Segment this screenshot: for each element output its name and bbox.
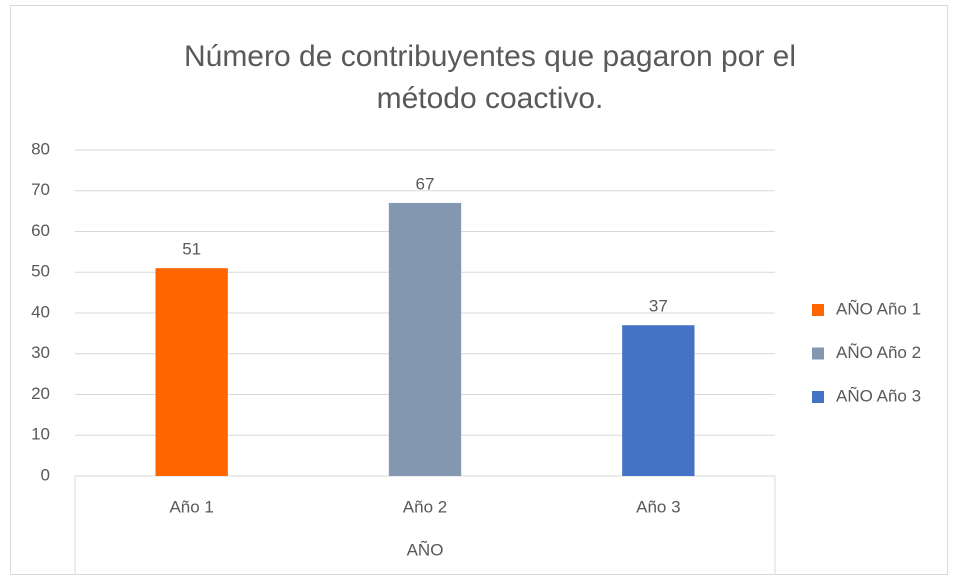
- data-label: 37: [649, 297, 668, 316]
- data-label: 67: [416, 174, 435, 193]
- bar: [622, 325, 695, 476]
- chart-title: Número de contribuyentes que pagaron por…: [183, 40, 797, 115]
- bar: [155, 268, 228, 476]
- y-tick-label: 10: [31, 425, 50, 444]
- legend-swatch: [812, 347, 824, 360]
- legend-label: AÑO Año 1: [836, 299, 921, 318]
- y-tick-label: 0: [41, 465, 50, 484]
- legend-swatch: [812, 304, 824, 316]
- y-tick-label: 30: [31, 343, 50, 362]
- y-tick-label: 50: [31, 262, 50, 281]
- x-tick-label: Año 1: [169, 497, 213, 516]
- x-group-label: AÑO: [407, 540, 444, 559]
- y-tick-label: 70: [31, 180, 50, 199]
- legend-label: AÑO Año 2: [836, 343, 921, 362]
- legend-swatch: [812, 391, 824, 403]
- y-tick-label: 40: [31, 302, 50, 321]
- y-tick-label: 60: [31, 221, 50, 240]
- bar: [388, 202, 462, 476]
- y-tick-label: 20: [31, 384, 50, 403]
- chart-border: [10, 5, 948, 575]
- data-label: 51: [182, 240, 201, 259]
- legend-label: AÑO Año 3: [836, 386, 921, 405]
- x-tick-label: Año 2: [403, 497, 447, 516]
- x-tick-label: Año 3: [636, 497, 680, 516]
- y-tick-label: 80: [31, 139, 50, 158]
